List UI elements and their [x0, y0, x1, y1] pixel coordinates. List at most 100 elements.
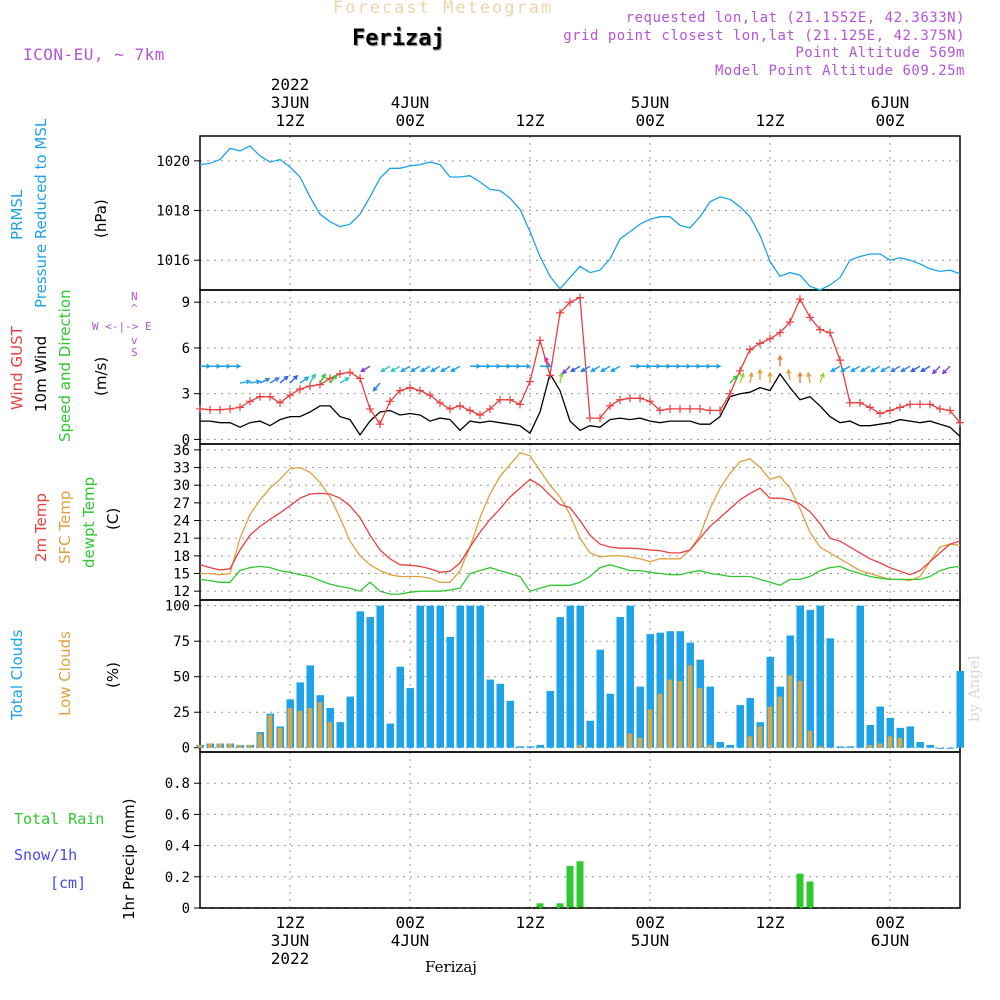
total-cloud-bar	[396, 666, 404, 748]
sfc-temp-line	[200, 452, 961, 583]
wind-direction-arrow	[748, 371, 754, 384]
total-cloud-bar	[716, 742, 724, 748]
gust-marker	[266, 392, 274, 401]
wind-direction-arrow	[440, 365, 451, 372]
wind-direction-arrow	[660, 363, 672, 369]
wind-direction-arrow	[670, 363, 682, 369]
low-cloud-bar	[797, 680, 803, 748]
wind-direction-arrow	[558, 371, 564, 384]
wind-direction-arrow	[590, 365, 601, 372]
low-cloud-bar	[577, 744, 583, 748]
low-cloud-bar	[687, 665, 693, 748]
total-cloud-bar	[466, 605, 474, 748]
wind-direction-arrow	[400, 365, 411, 372]
low-cloud-bar	[877, 743, 883, 748]
time-label: 6JUN	[870, 93, 910, 112]
low-cloud-bar	[707, 744, 713, 748]
low-cloud-bar	[247, 744, 253, 748]
total-cloud-bar	[416, 605, 424, 748]
rain-bar	[556, 903, 564, 908]
low-cloud-bar	[767, 706, 773, 748]
time-label: 00Z	[635, 913, 665, 932]
gust-marker	[806, 313, 814, 322]
wind-direction-arrow	[319, 373, 326, 384]
wind-direction-arrow	[850, 365, 861, 372]
gust-marker	[656, 406, 664, 415]
ytick-label: 12	[173, 584, 190, 600]
total-cloud-bar	[306, 665, 314, 748]
gust-marker	[346, 368, 354, 377]
gust-marker	[616, 395, 624, 404]
total-cloud-bar	[926, 744, 934, 748]
total-cloud-bar	[336, 722, 344, 748]
model-label: ICON-EU, ~ 7km	[23, 45, 165, 64]
total-cloud-bar	[426, 605, 434, 748]
ytick-label: 0.8	[165, 776, 190, 792]
total-cloud-bar	[886, 717, 894, 748]
gust-marker	[826, 328, 834, 337]
ytick-label: 100	[165, 599, 190, 615]
low-cloud-bar	[627, 733, 633, 748]
wind-direction-arrow	[860, 365, 871, 372]
total-cloud-bar	[366, 617, 374, 748]
ytick-label: 21	[173, 531, 190, 547]
low-cloud-bar	[657, 693, 663, 748]
wind-direction-arrow	[580, 365, 591, 372]
gust-marker	[276, 398, 284, 407]
gust-marker	[796, 295, 804, 304]
total-cloud-bar	[616, 617, 624, 748]
gust-marker	[916, 400, 924, 409]
gust-marker	[676, 404, 684, 413]
low-cloud-bar	[217, 743, 223, 748]
low-cloud-bar	[317, 702, 323, 748]
wind-direction-arrow	[372, 382, 381, 392]
low-cloud-bar	[817, 746, 823, 748]
wind-gust-line	[199, 296, 961, 426]
time-label: 3JUN	[270, 93, 310, 112]
gust-marker	[906, 400, 914, 409]
wind-direction-arrow	[570, 365, 581, 372]
gust-marker	[886, 406, 894, 415]
gust-marker	[766, 334, 774, 343]
wind-direction-arrow	[797, 371, 803, 384]
gust-marker	[546, 371, 554, 380]
gust-marker	[416, 386, 424, 395]
low-cloud-bar	[277, 727, 283, 748]
total-cloud-bar	[766, 656, 774, 748]
gust-marker	[366, 404, 374, 413]
total-cloud-bar	[386, 723, 394, 748]
wind-direction-arrow	[610, 365, 621, 372]
gust-marker	[636, 394, 644, 403]
gust-marker	[496, 395, 504, 404]
wind-direction-arrow	[230, 363, 242, 369]
total-cloud-bar	[746, 698, 754, 748]
wind-direction-arrow	[500, 363, 512, 369]
total-cloud-bar	[626, 605, 634, 748]
ytick-label: 75	[173, 634, 190, 650]
low-cloud-bar	[637, 737, 643, 748]
time-label: 12Z	[755, 111, 785, 130]
gust-marker	[566, 298, 574, 307]
gust-marker	[646, 397, 654, 406]
location-title: Ferizaj	[352, 26, 445, 51]
gust-marker	[236, 403, 244, 412]
gust-marker	[426, 391, 434, 400]
wind-direction-arrow	[600, 365, 611, 372]
ytick-label: 0	[182, 432, 190, 448]
gust-marker	[216, 405, 224, 414]
point-altitude: Point Altitude 569m	[795, 45, 965, 61]
low-cloud-bar	[287, 707, 293, 748]
model-point-altitude: Model Point Altitude 609.25m	[714, 63, 965, 79]
time-label: 12Z	[755, 913, 785, 932]
time-label: 12Z	[275, 111, 305, 130]
wind-direction-arrow	[299, 376, 310, 384]
total-cloud-bar	[936, 747, 944, 749]
ytick-label: 0.4	[165, 839, 190, 855]
gust-marker	[356, 374, 364, 383]
gust-marker	[486, 404, 494, 413]
time-label: 12Z	[515, 913, 545, 932]
time-label: 12Z	[275, 913, 305, 932]
wind-direction-arrow	[210, 363, 222, 369]
total-cloud-bar	[376, 605, 384, 748]
gust-marker	[856, 398, 864, 407]
